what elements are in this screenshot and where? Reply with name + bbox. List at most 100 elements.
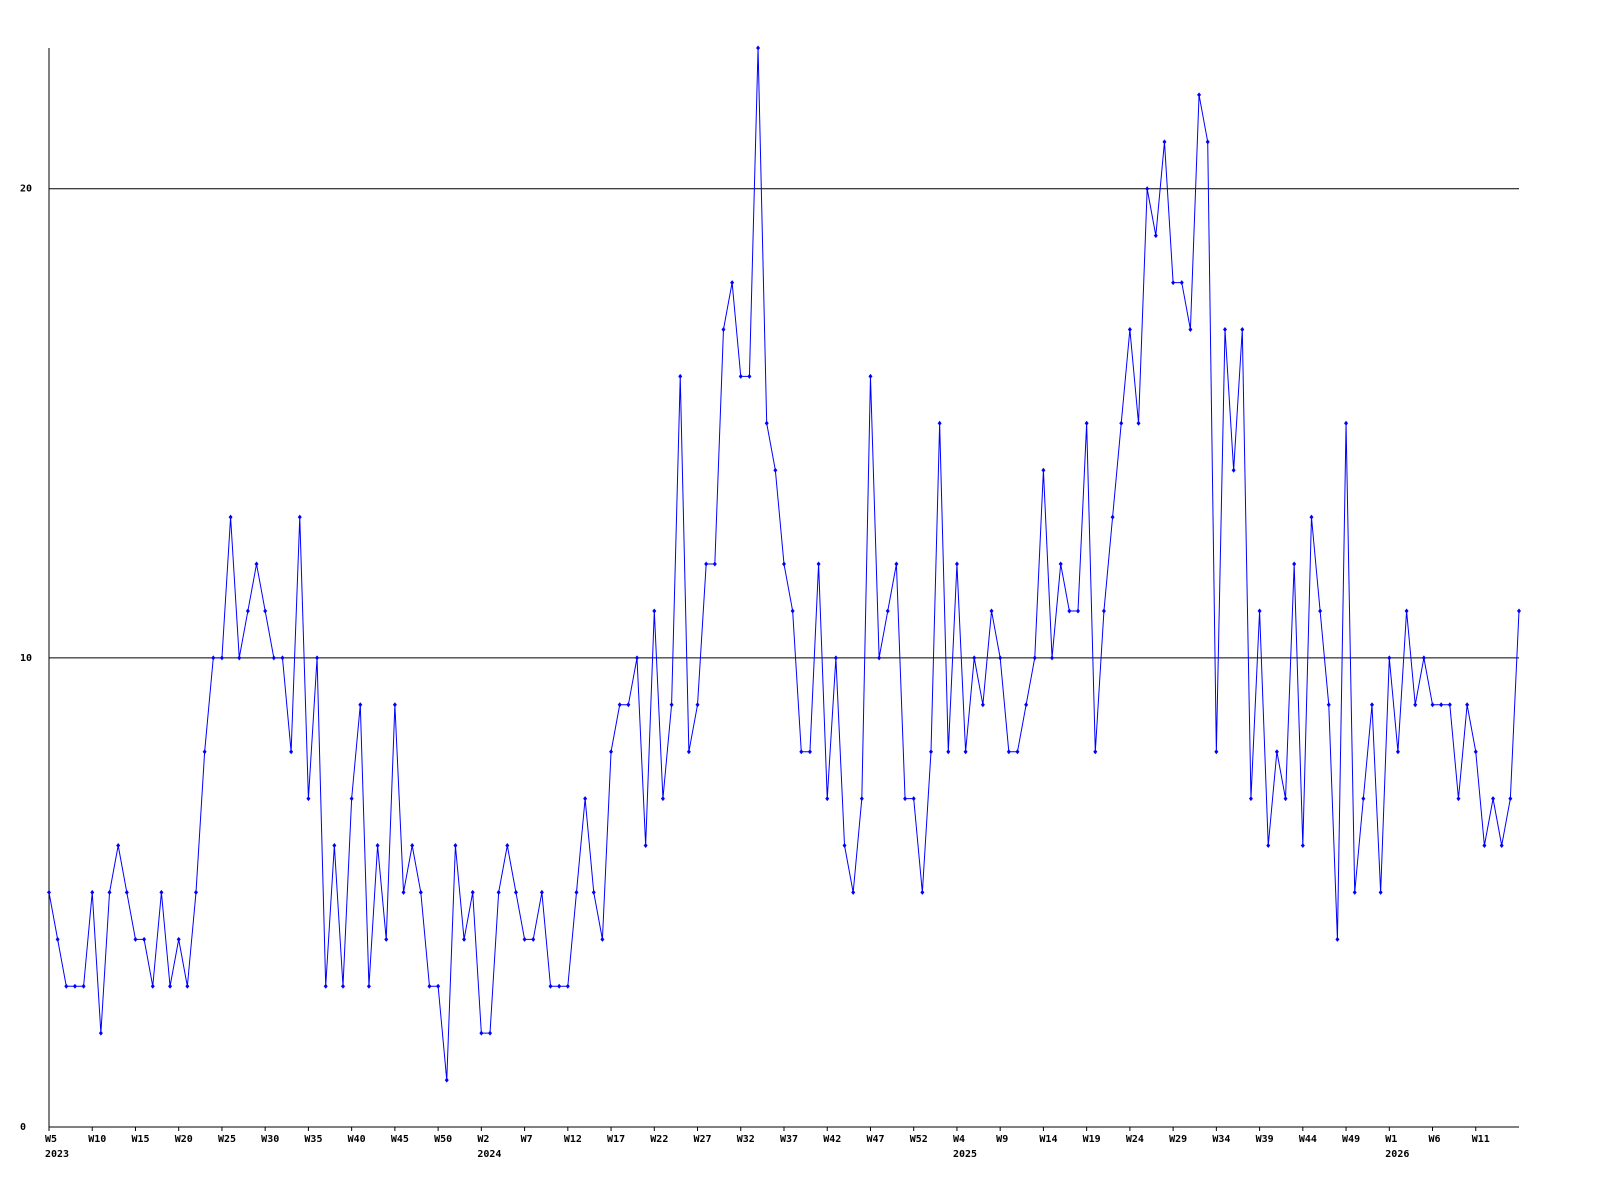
x-tick-label: W37 — [780, 1134, 798, 1145]
data-point — [194, 889, 198, 895]
data-point — [652, 608, 657, 614]
data-point — [695, 702, 700, 708]
x-tick-label: W52 — [910, 1134, 928, 1145]
data-point — [790, 608, 795, 614]
data-point — [392, 702, 397, 708]
data-point — [81, 983, 86, 989]
data-point — [1093, 749, 1098, 755]
data-point — [513, 889, 518, 895]
data-point — [1240, 326, 1245, 332]
data-point — [263, 608, 268, 614]
x-tick-label: W9 — [996, 1134, 1008, 1145]
data-point — [1050, 655, 1055, 661]
data-point — [107, 889, 112, 895]
data-point — [1335, 936, 1340, 942]
data-point — [531, 936, 536, 942]
data-point — [998, 655, 1003, 661]
data-point — [669, 702, 674, 708]
data-point — [505, 843, 510, 849]
data-point — [1370, 702, 1374, 708]
data-point — [635, 655, 639, 661]
x-tick-label: W29 — [1169, 1134, 1187, 1145]
x-tick-label: W40 — [348, 1134, 366, 1145]
data-point — [133, 936, 138, 942]
x-tick-label: W1 — [1385, 1134, 1397, 1145]
x-tick-label: W22 — [650, 1134, 668, 1145]
data-point — [1361, 796, 1366, 802]
data-point — [245, 608, 250, 614]
data-point — [877, 655, 882, 661]
data-point — [496, 889, 501, 895]
data-point — [124, 889, 129, 895]
data-point — [591, 889, 596, 895]
data-point — [418, 889, 423, 895]
data-point — [989, 608, 994, 614]
data-point — [1283, 796, 1288, 802]
data-point — [289, 749, 294, 755]
data-point — [1491, 796, 1496, 802]
data-point — [98, 1030, 103, 1036]
data-point — [1517, 608, 1521, 614]
data-point — [280, 655, 285, 661]
x-tick-label: W19 — [1083, 1134, 1101, 1145]
data-point — [1119, 420, 1124, 426]
data-point — [1300, 843, 1305, 849]
data-point — [600, 936, 605, 942]
data-point — [1378, 889, 1383, 895]
data-point — [366, 983, 371, 989]
data-point — [583, 796, 588, 802]
data-point — [807, 749, 812, 755]
x-tick-label: W20 — [175, 1134, 193, 1145]
data-point — [349, 796, 354, 802]
data-point — [609, 749, 614, 755]
data-point — [704, 561, 709, 567]
x-tick-label: W45 — [391, 1134, 409, 1145]
data-point — [1197, 92, 1202, 98]
data-point — [1188, 326, 1193, 332]
x-tick-label: W25 — [218, 1134, 236, 1145]
data-point — [271, 655, 276, 661]
data-point — [1326, 702, 1331, 708]
data-point — [323, 983, 328, 989]
data-point — [842, 843, 847, 849]
x-tick-label: W27 — [694, 1134, 712, 1145]
data-point — [764, 420, 769, 426]
data-point — [617, 702, 622, 708]
data-point — [1171, 280, 1176, 286]
data-point — [1058, 561, 1063, 567]
x-tick-label: W6 — [1429, 1134, 1441, 1145]
data-point — [427, 983, 432, 989]
data-point — [176, 936, 181, 942]
data-point — [721, 326, 726, 332]
data-point — [1499, 843, 1504, 849]
data-point — [436, 983, 441, 989]
data-point — [626, 702, 631, 708]
x-tick-label: W10 — [88, 1134, 106, 1145]
data-point — [1387, 655, 1392, 661]
data-point — [47, 889, 51, 895]
data-point — [1439, 702, 1444, 708]
data-point — [825, 796, 830, 802]
data-point — [756, 45, 761, 51]
data-point — [1136, 420, 1141, 426]
data-point — [686, 749, 691, 755]
data-point — [1145, 186, 1150, 192]
data-point — [470, 889, 475, 895]
data-point — [479, 1030, 484, 1036]
data-point — [1024, 702, 1029, 708]
data-point — [816, 561, 821, 567]
data-point — [315, 655, 320, 661]
data-point — [1162, 139, 1167, 145]
data-point — [384, 936, 389, 942]
data-point — [980, 702, 985, 708]
data-point — [730, 280, 735, 286]
data-point — [920, 889, 925, 895]
data-point — [565, 983, 570, 989]
data-point — [64, 983, 69, 989]
x-tick-label: W17 — [607, 1134, 625, 1145]
x-tick-label: W30 — [261, 1134, 279, 1145]
data-point — [1153, 233, 1158, 239]
data-point — [1084, 420, 1089, 426]
data-point — [1465, 702, 1470, 708]
data-point — [1179, 280, 1184, 286]
